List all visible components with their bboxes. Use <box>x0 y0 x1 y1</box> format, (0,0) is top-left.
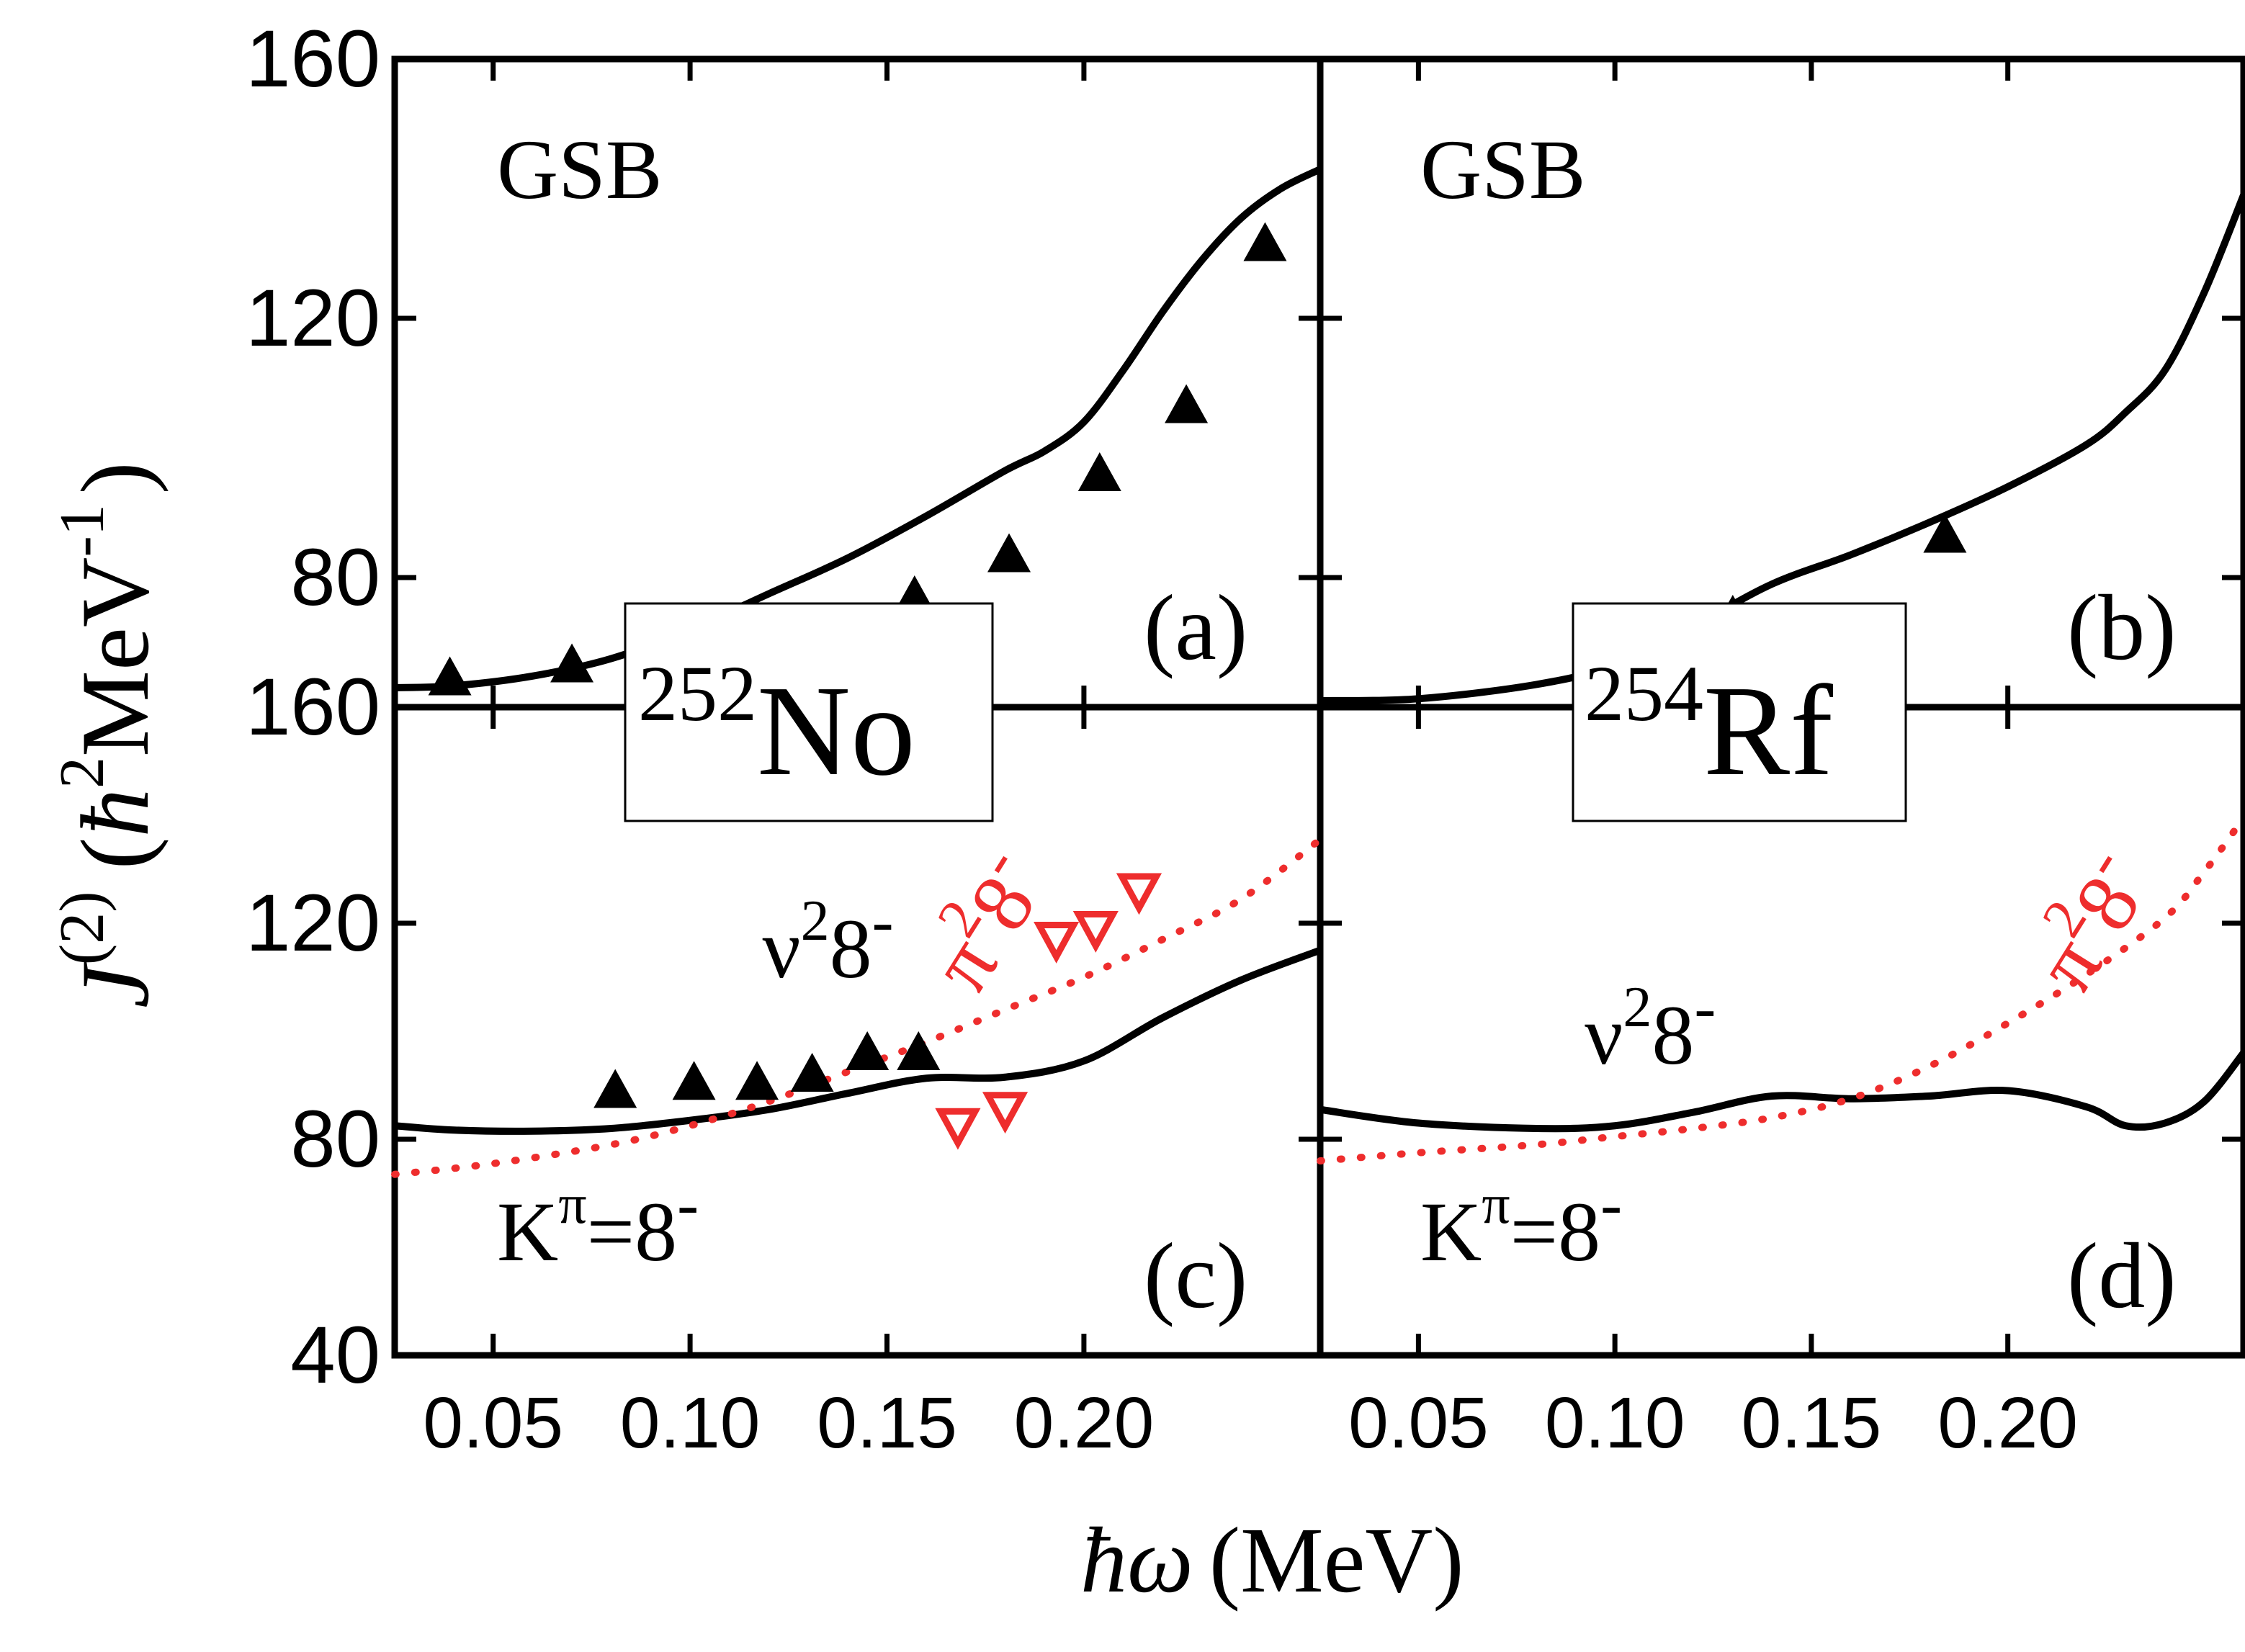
panel-c-band-eq: =8 <box>587 1185 678 1279</box>
x-tick-label: 0.20 <box>1014 1383 1155 1463</box>
panel-a-series-1-point <box>550 643 594 683</box>
y-tick-label-top: 160 <box>246 14 380 104</box>
annotation-sup: 2 <box>1623 976 1652 1039</box>
nucleus-252no-box <box>624 602 994 822</box>
y-tick-label-bottom: 160 <box>246 662 380 752</box>
y-axis-symbol: J <box>62 961 169 1008</box>
nucleus-252no-mass: 252 <box>638 650 757 737</box>
panel-c-series-1-line <box>391 835 1324 1178</box>
panel-d-annotation-0: ν28- <box>1585 972 1716 1082</box>
nucleus-254rf-label: 254Rf <box>1585 650 1833 802</box>
y-axis-unit-rest: MeV <box>62 557 169 757</box>
panel-a-series-1-point <box>428 656 472 696</box>
panel-c-annotation-0: ν28- <box>762 886 893 996</box>
panel-d-series-0-line <box>1319 1050 2245 1133</box>
panel-c-series-3-point <box>935 1108 981 1150</box>
panel-c-series-3-point <box>982 1092 1029 1134</box>
y-axis-unit-hbar-sup: 2 <box>48 757 117 789</box>
panel-c-series-2-point <box>790 1053 834 1092</box>
x-axis-unit: (MeV) <box>1209 1509 1464 1612</box>
panel-d-letter: (d) <box>2067 1224 2177 1328</box>
panel-c-series-2-point <box>593 1069 637 1108</box>
x-tick-label: 0.05 <box>423 1383 563 1463</box>
panel-d-band-pi: π <box>1482 1172 1510 1235</box>
y-tick-label-top: 80 <box>290 532 380 622</box>
panel-c-band-k: K <box>497 1185 558 1279</box>
panel-c-series-3-point <box>1072 911 1119 953</box>
nucleus-254rf-mass: 254 <box>1585 650 1703 737</box>
x-tick-label: 0.20 <box>1937 1383 2078 1463</box>
panel-d-series-1-line <box>1317 814 2245 1164</box>
panel-c-series-3-point <box>1034 922 1080 964</box>
panel-c-band-label: Kπ=8- <box>497 1169 699 1279</box>
panel-b-series-0-line <box>1319 194 2245 704</box>
x-tick-label: 0.15 <box>1742 1383 1882 1463</box>
y-tick-label-bottom: 40 <box>290 1310 380 1400</box>
y-tick-label-bottom: 80 <box>290 1094 380 1184</box>
annotation-base: ν <box>1585 988 1623 1082</box>
panel-a-letter: (a) <box>1144 576 1247 680</box>
panel-a-series-1-point <box>1165 384 1209 423</box>
x-axis-symbol: ħω <box>1080 1509 1193 1612</box>
y-axis-unit-open: ( <box>62 838 169 870</box>
y-axis-symbol-sup: (2) <box>48 891 117 965</box>
x-axis-title: ħω (MeV) <box>1080 1509 1464 1612</box>
annotation-base: ν <box>762 902 800 996</box>
annotation-tail: 8 <box>830 902 872 996</box>
panel-c-letter: (c) <box>1144 1224 1247 1328</box>
y-axis-unit-close: ) <box>62 462 169 494</box>
y-tick-label-bottom: 120 <box>246 878 380 968</box>
panel-a-series-1-point <box>1077 452 1121 491</box>
panel-d-band-eq: =8 <box>1510 1185 1601 1279</box>
annotation-tail-sup: - <box>1694 972 1716 1043</box>
x-tick-label: 0.10 <box>1545 1383 1685 1463</box>
panel-b-letter: (b) <box>2067 576 2177 680</box>
panel-b-series-1-point <box>1923 513 1967 553</box>
panel-a-band-label: GSB <box>497 122 663 217</box>
panel-b-band-label: GSB <box>1420 122 1586 217</box>
y-axis-unit-hbar: ħ <box>62 789 169 838</box>
panel-c-series-0-line <box>394 946 1322 1135</box>
panel-c-series-2-point <box>846 1031 890 1070</box>
annotation-tail-sup: - <box>872 886 894 957</box>
annotation-sup: 2 <box>801 889 830 953</box>
panel-c-band-pi: π <box>558 1172 586 1235</box>
panel-c-series-2-point <box>672 1061 716 1100</box>
panel-d-band-label: Kπ=8- <box>1420 1169 1622 1279</box>
panel-d-annotation-1: π28- <box>2004 833 2170 1007</box>
y-axis-title: J(2) (ħ2MeV-1) <box>48 462 169 1008</box>
x-tick-label: 0.05 <box>1348 1383 1489 1463</box>
y-tick-label-top: 120 <box>246 273 380 363</box>
panel-c-band-minus: - <box>677 1169 699 1240</box>
panel-a-series-1-point <box>987 533 1031 573</box>
nucleus-252no-label: 252No <box>638 650 915 802</box>
nucleus-254rf-box <box>1572 602 1907 822</box>
x-tick-label: 0.15 <box>817 1383 957 1463</box>
panel-d-band-minus: - <box>1600 1169 1622 1240</box>
panel-c-series-3-point <box>1116 873 1162 915</box>
y-axis-unit-rest-sup: -1 <box>48 504 117 557</box>
nucleus-254rf-symbol: Rf <box>1703 659 1833 802</box>
panel-c-series-2-point <box>897 1031 941 1070</box>
x-tick-label: 0.10 <box>620 1383 761 1463</box>
nucleus-252no-symbol: No <box>757 659 915 802</box>
panel-c-series-2-point <box>735 1061 779 1100</box>
annotation-tail: 8 <box>1652 988 1694 1082</box>
panel-d-band-k: K <box>1420 1185 1482 1279</box>
panel-a-series-1-point <box>1243 222 1287 261</box>
panel-c-annotation-1: π28- <box>900 833 1065 1007</box>
